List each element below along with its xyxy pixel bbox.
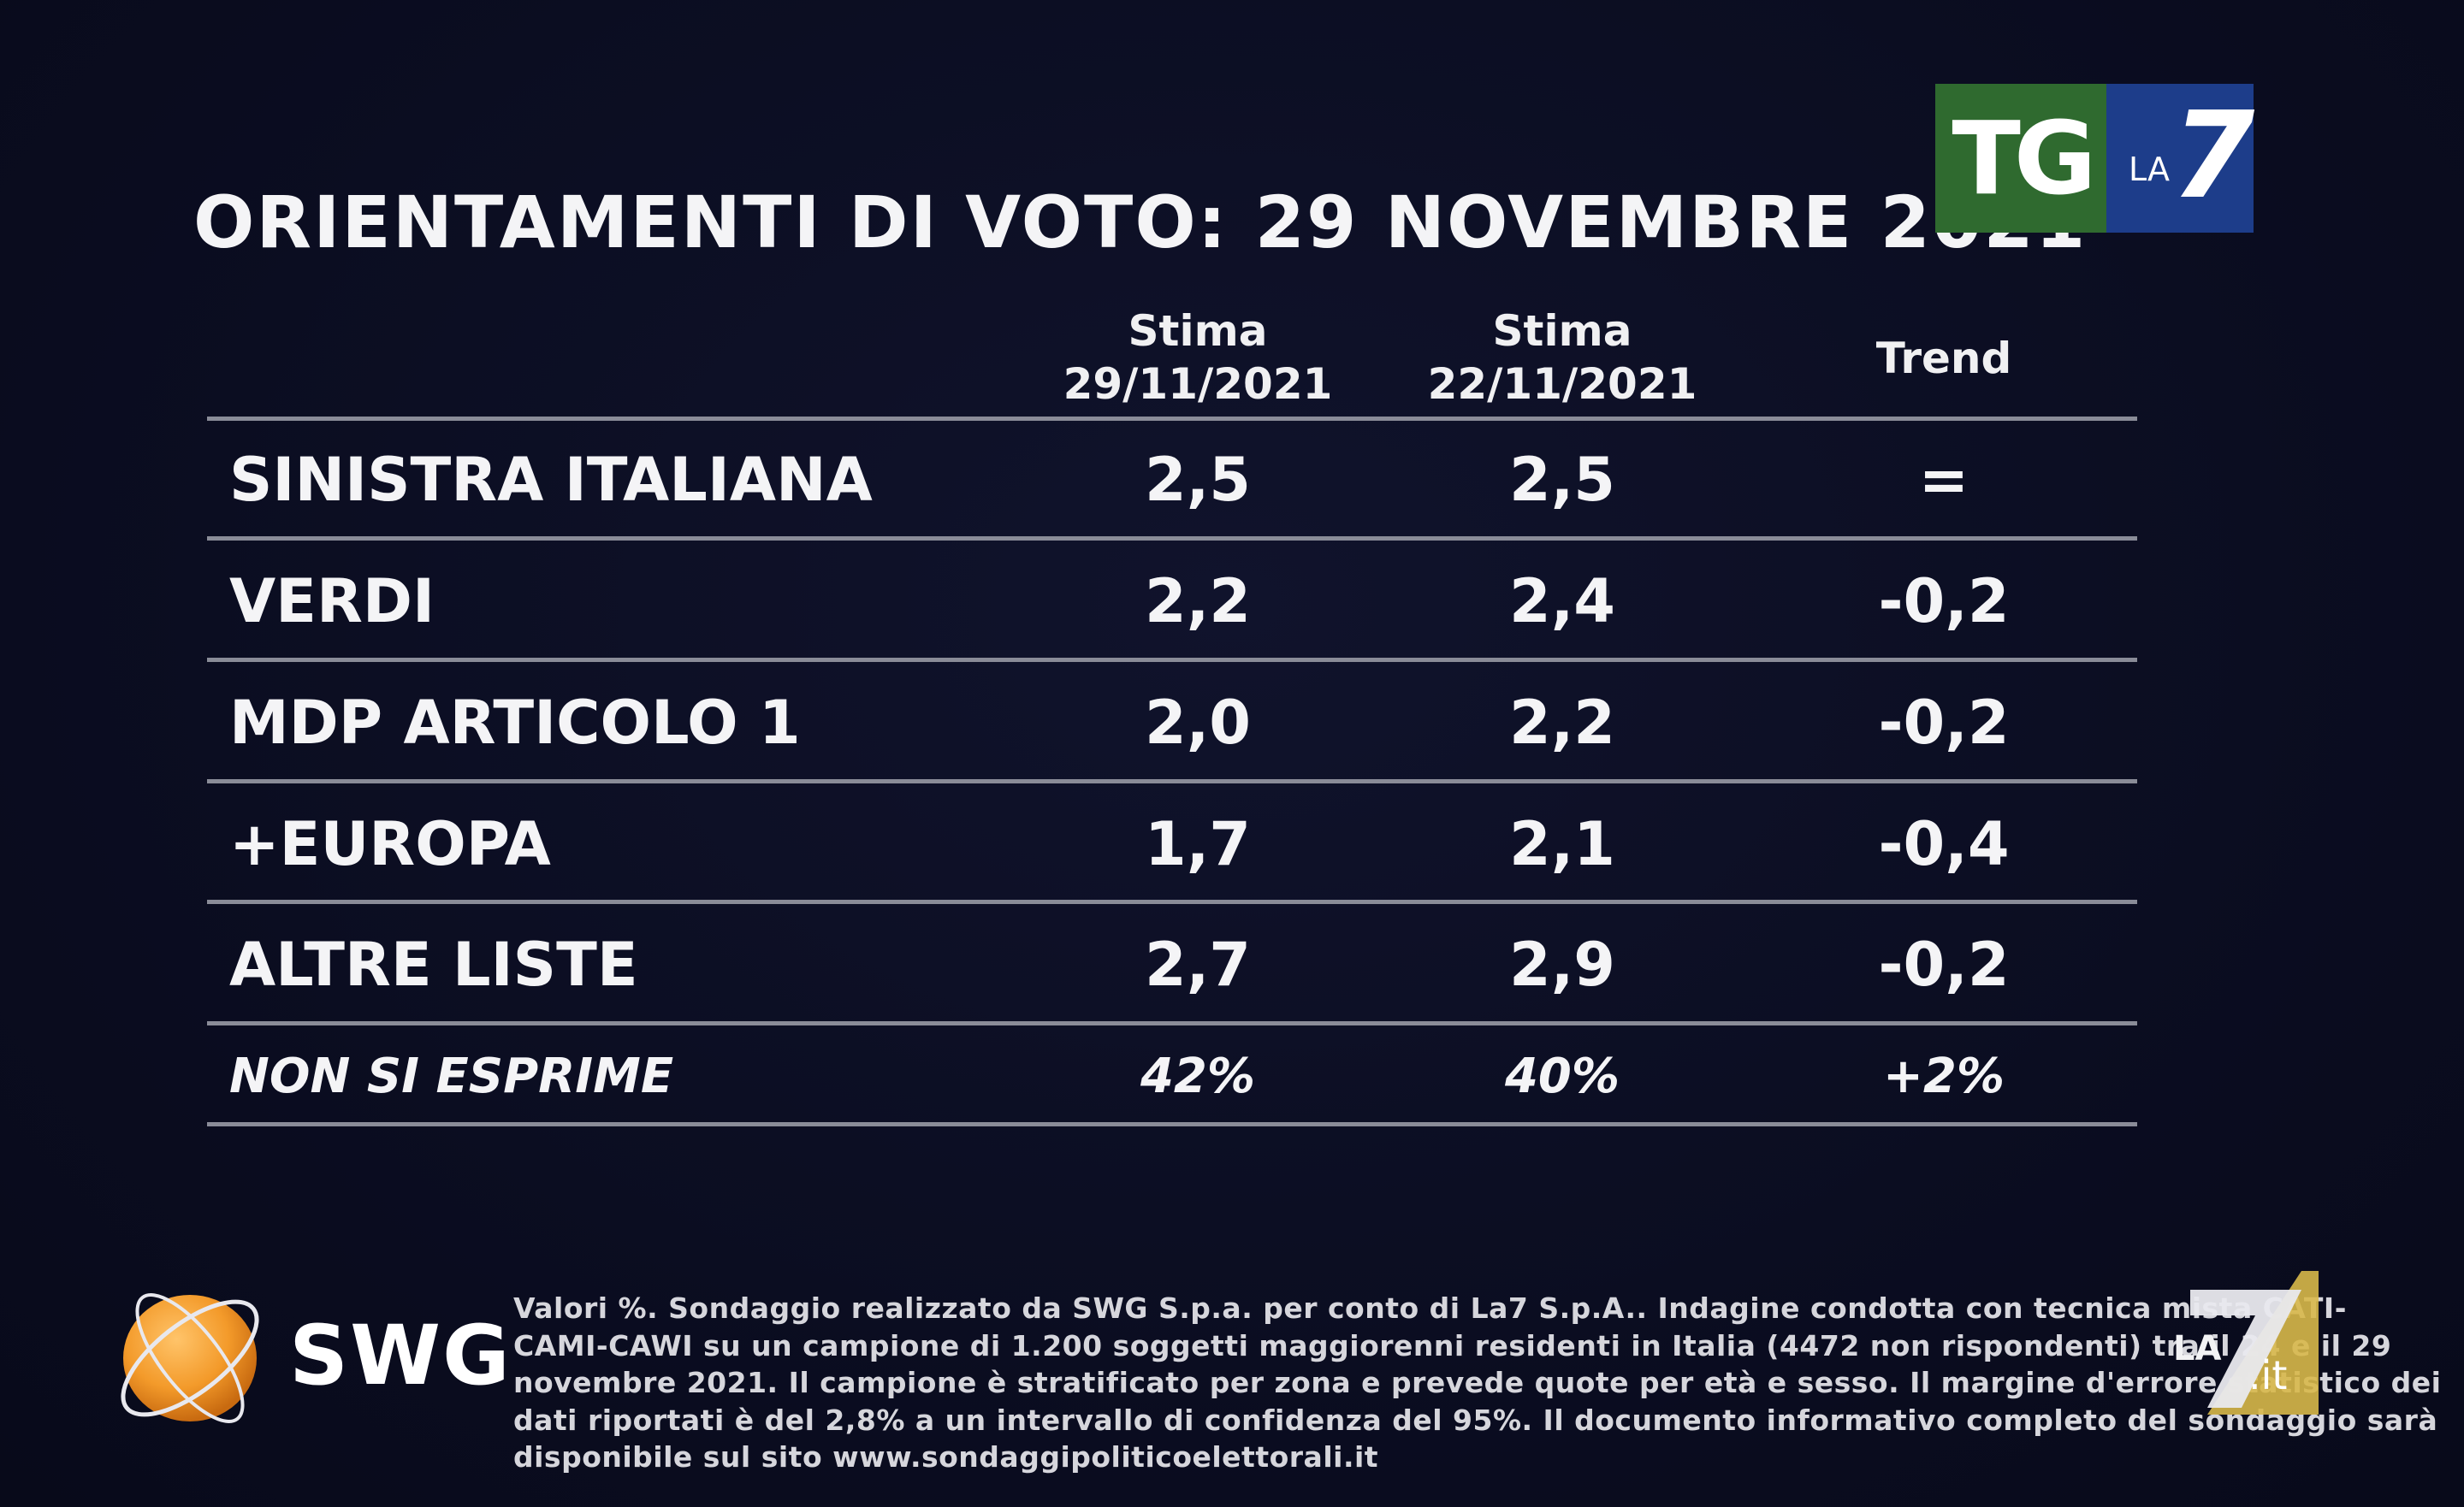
swg-brand: SWG xyxy=(289,1308,512,1404)
value-current: 1,7 xyxy=(1144,809,1251,879)
party-name: +EUROPA xyxy=(229,809,551,879)
la7-la-text: LA xyxy=(2129,151,2171,188)
value-previous: 2,9 xyxy=(1508,930,1615,1000)
value-trend: -0,2 xyxy=(1878,566,2010,636)
value-previous: 40% xyxy=(1504,1049,1620,1104)
column-header-previous-label: Stima xyxy=(1492,306,1632,356)
table-row: NON SI ESPRIME 42% 40% +2% xyxy=(207,1019,2137,1125)
la7-mark: LA 7 xyxy=(2106,84,2254,233)
party-name: VERDI xyxy=(229,566,435,636)
la7-it-watermark: LA .it xyxy=(2173,1271,2319,1415)
column-header-trend: Trend xyxy=(1773,332,2115,385)
tg-mark: TG xyxy=(1935,84,2106,233)
value-current: 2,0 xyxy=(1144,688,1251,758)
table-rule xyxy=(207,536,2137,541)
value-current: 2,2 xyxy=(1144,566,1251,636)
party-name: NON SI ESPRIME xyxy=(229,1049,674,1104)
value-previous: 2,1 xyxy=(1508,809,1615,879)
party-name: MDP ARTICOLO 1 xyxy=(229,688,801,758)
column-header-current-label: Stima xyxy=(1128,306,1268,356)
column-header-current-date: 29/11/2021 xyxy=(1063,359,1333,409)
value-current: 42% xyxy=(1140,1049,1256,1104)
value-trend: -0,4 xyxy=(1878,809,2010,879)
table-rule xyxy=(207,1122,2137,1126)
column-header-trend-label: Trend xyxy=(1875,334,2012,383)
watermark-la: LA xyxy=(2173,1329,2221,1368)
methodology-note: Valori %. Sondaggio realizzato da SWG S.… xyxy=(513,1290,2442,1476)
table-rule xyxy=(207,779,2137,783)
party-name: SINISTRA ITALIANA xyxy=(229,445,873,515)
la7-seven-text: 7 xyxy=(2171,86,2255,226)
table-rule xyxy=(207,1021,2137,1025)
column-header-previous-date: 22/11/2021 xyxy=(1427,359,1697,409)
globe-icon xyxy=(123,1295,257,1421)
table-row: SINISTRA ITALIANA 2,5 2,5 = xyxy=(207,422,2137,538)
table-rule xyxy=(207,900,2137,904)
table-rule xyxy=(207,658,2137,662)
column-header-current: Stima 29/11/2021 xyxy=(1027,304,1369,411)
value-previous: 2,5 xyxy=(1508,445,1615,515)
note-line: CAMI-CAWI su un campione di 1.200 sogget… xyxy=(513,1328,2392,1362)
value-current: 2,5 xyxy=(1144,445,1251,515)
value-previous: 2,4 xyxy=(1508,566,1615,636)
table-row: MDP ARTICOLO 1 2,0 2,2 -0,2 xyxy=(207,665,2137,781)
poll-title: ORIENTAMENTI DI VOTO: 29 NOVEMBRE 2021 xyxy=(193,180,2088,264)
note-line: dati riportati è del 2,8% a un intervall… xyxy=(513,1403,2438,1437)
note-line: disponibile sul sito www.sondaggipolitic… xyxy=(513,1440,1379,1474)
table-row: ALTRE LISTE 2,7 2,9 -0,2 xyxy=(207,907,2137,1023)
swg-logo xyxy=(121,1293,259,1423)
watermark-it: .it xyxy=(2248,1352,2287,1398)
value-trend: -0,2 xyxy=(1878,930,2010,1000)
value-current: 2,7 xyxy=(1144,930,1251,1000)
tg-la7-logo: TG LA 7 xyxy=(1935,84,2254,233)
value-trend: +2% xyxy=(1883,1049,2005,1104)
value-trend: = xyxy=(1918,445,1969,515)
table-rule xyxy=(207,417,2137,421)
note-line: Valori %. Sondaggio realizzato da SWG S.… xyxy=(513,1291,2347,1325)
value-trend: -0,2 xyxy=(1878,688,2010,758)
value-previous: 2,2 xyxy=(1508,688,1615,758)
table-row: VERDI 2,2 2,4 -0,2 xyxy=(207,543,2137,659)
table-row: +EUROPA 1,7 2,1 -0,4 xyxy=(207,786,2137,902)
note-line: novembre 2021. Il campione è stratificat… xyxy=(513,1366,2442,1399)
party-name: ALTRE LISTE xyxy=(229,930,638,1000)
column-header-previous: Stima 22/11/2021 xyxy=(1391,304,1733,411)
